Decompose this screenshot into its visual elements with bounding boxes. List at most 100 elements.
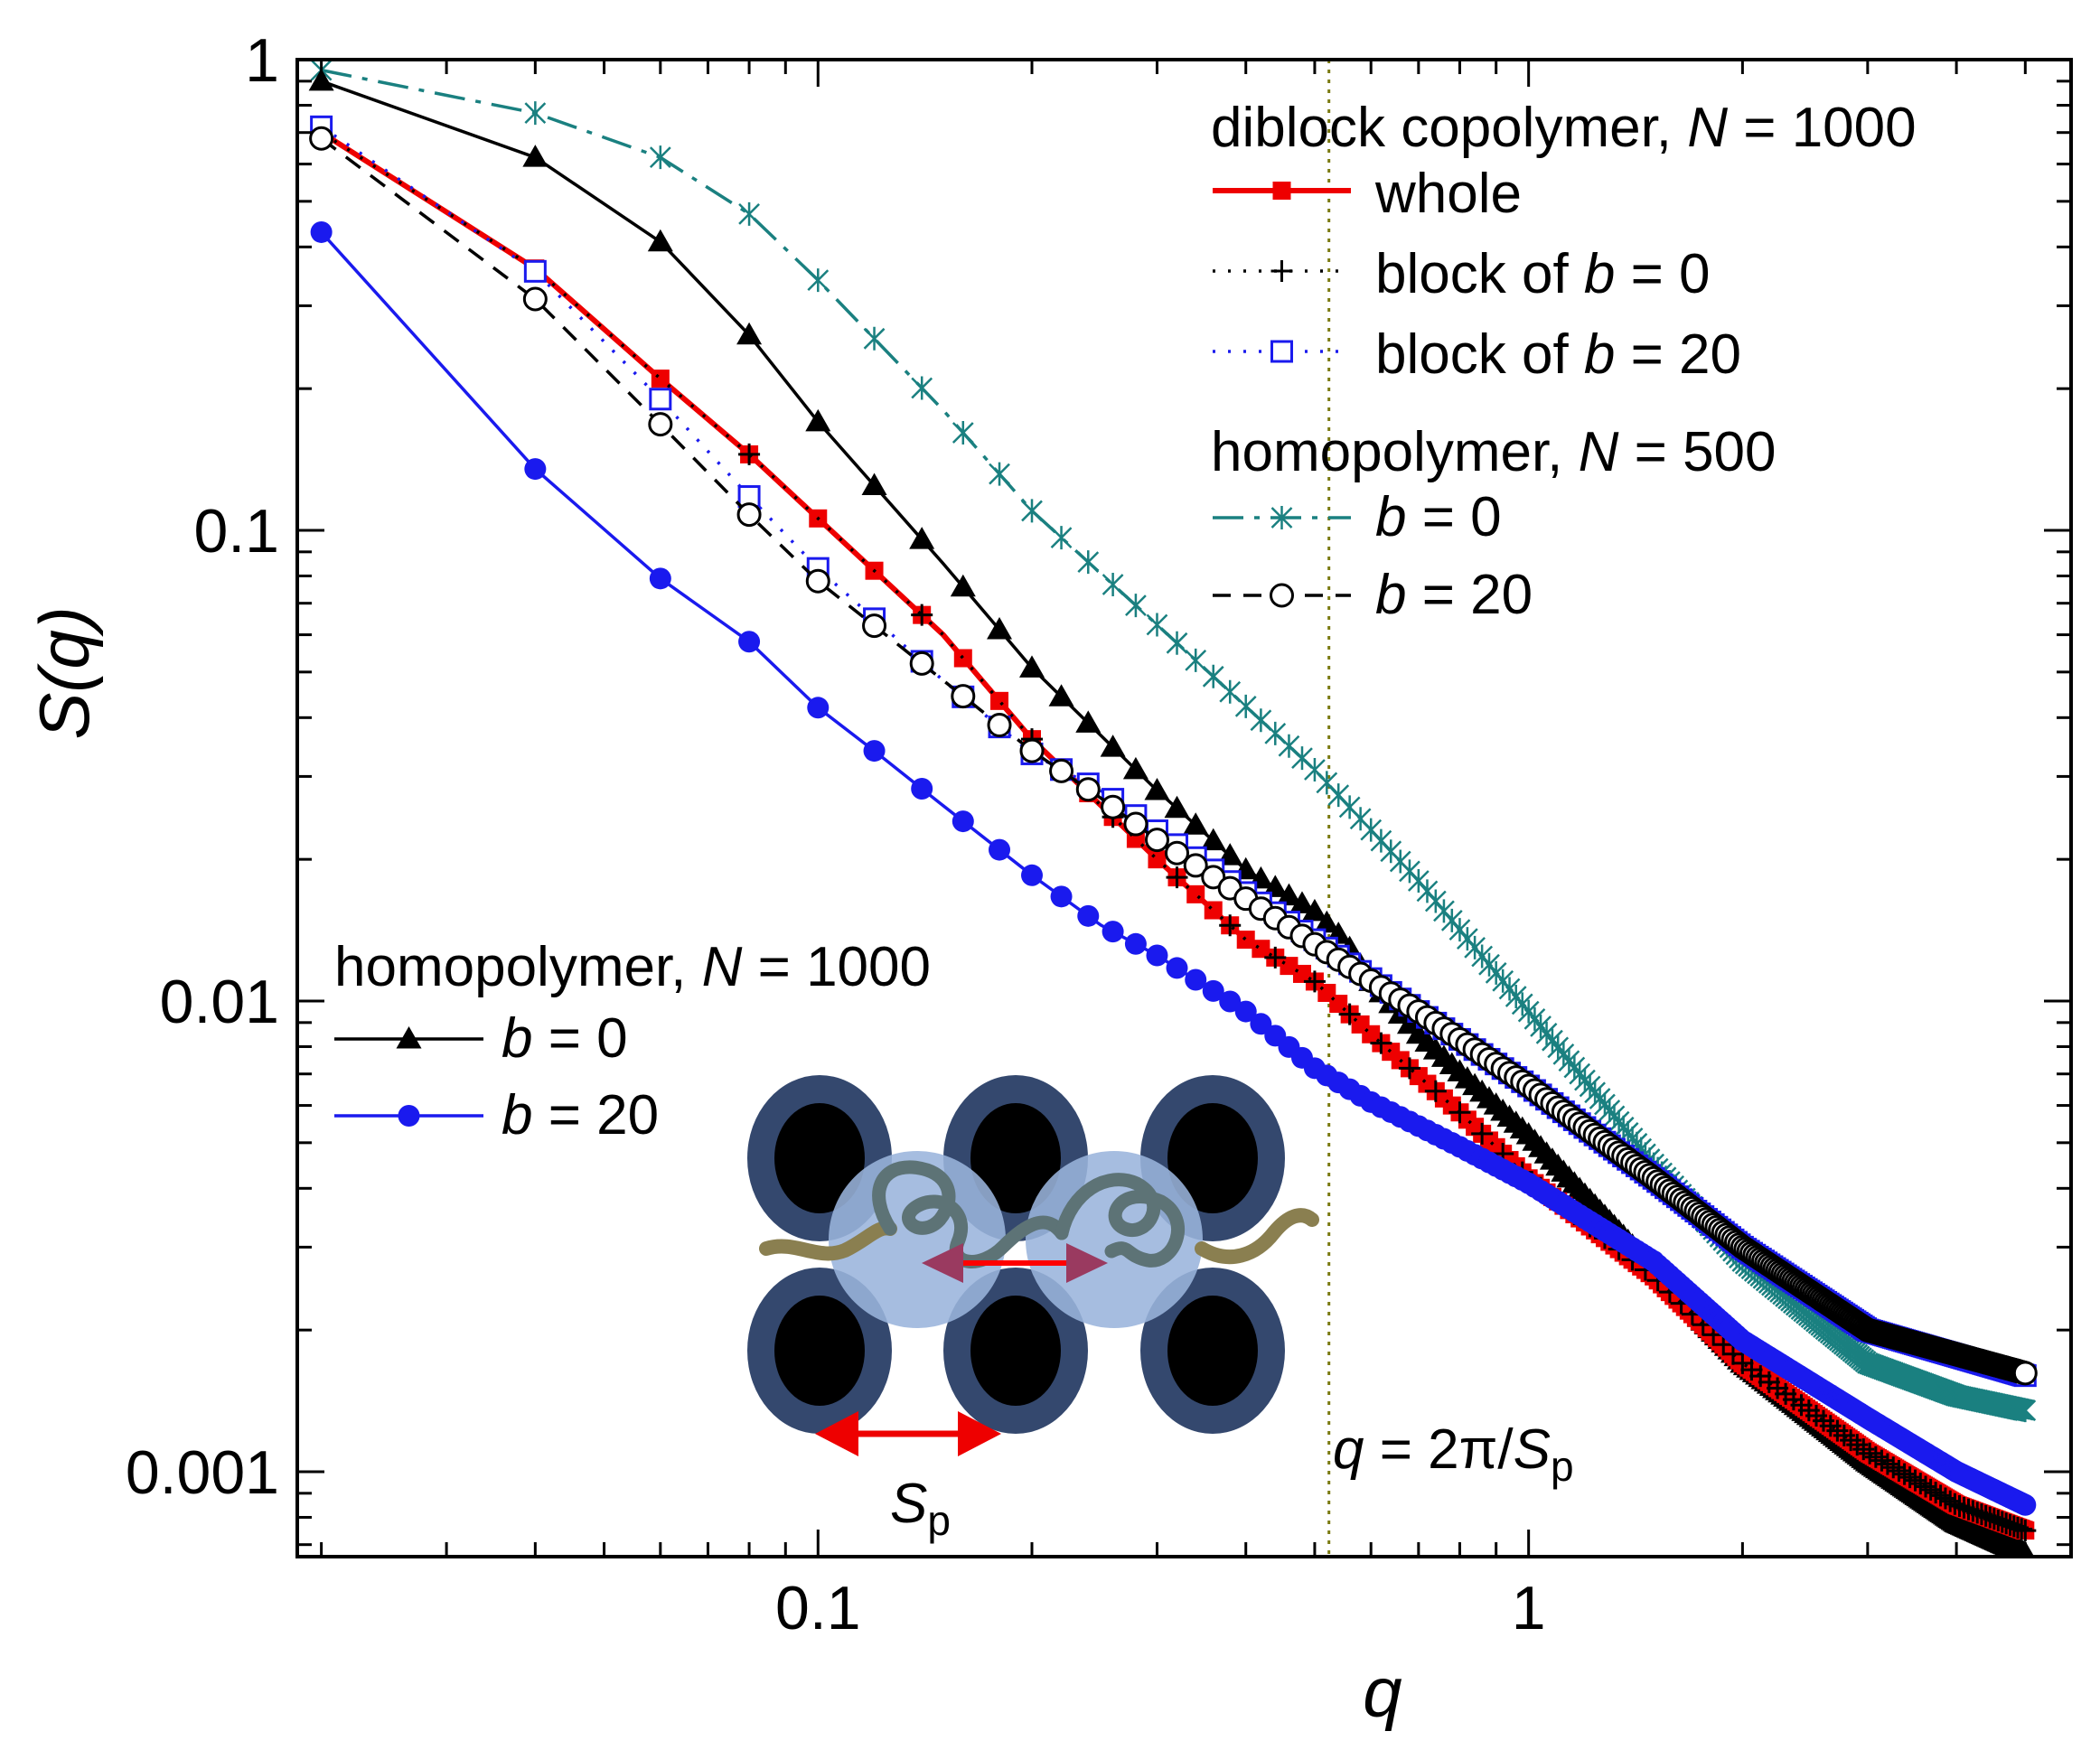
data-point bbox=[649, 567, 671, 590]
data-point bbox=[1122, 756, 1148, 780]
arrow-head-icon bbox=[958, 1411, 1001, 1456]
data-point bbox=[649, 145, 671, 170]
data-point bbox=[1148, 850, 1167, 869]
legend-sample-homo1000_b0 bbox=[334, 1026, 483, 1049]
arrow-head-icon bbox=[1066, 1243, 1108, 1283]
data-point bbox=[1077, 550, 1100, 575]
data-point bbox=[1471, 1122, 1494, 1145]
data-point bbox=[2012, 1361, 2038, 1386]
legend-marker bbox=[1270, 340, 1293, 363]
pore-icon bbox=[747, 1268, 892, 1434]
data-point bbox=[522, 145, 548, 167]
pore-core bbox=[970, 1296, 1061, 1406]
data-point bbox=[523, 259, 547, 283]
legend-entry-diblock_block_b20-part: b bbox=[1584, 323, 1615, 386]
data-point bbox=[1146, 613, 1168, 637]
data-point bbox=[2014, 1493, 2037, 1516]
data-point bbox=[1250, 708, 1272, 733]
data-point bbox=[989, 462, 1010, 486]
legend-entry-homo1000_b0-part: b bbox=[502, 1007, 532, 1070]
data-point bbox=[649, 388, 672, 411]
chain-tail-icon bbox=[1195, 1208, 1319, 1264]
legend-header-homo500-part: homopolymer, bbox=[1211, 421, 1579, 483]
data-point bbox=[1962, 1500, 1984, 1522]
data-point bbox=[1264, 946, 1287, 969]
data-point bbox=[1166, 866, 1188, 889]
data-point bbox=[807, 697, 830, 719]
vline-label-part: q bbox=[1333, 1418, 1364, 1481]
data-point bbox=[1424, 1080, 1447, 1102]
data-point bbox=[1123, 811, 1148, 837]
legend-header-diblock-part: diblock copolymer, bbox=[1211, 97, 1687, 159]
legend-entry-diblock_block_b0-part: b bbox=[1584, 243, 1615, 305]
data-point bbox=[1219, 679, 1242, 704]
data-point bbox=[1219, 990, 1242, 1013]
data-point bbox=[1050, 885, 1073, 908]
data-point bbox=[1876, 1453, 1898, 1475]
legend-entry-diblock_block_b0: block of b = 0 bbox=[1375, 243, 1711, 305]
legend-header-homo1000-part: N bbox=[702, 936, 743, 998]
data-point bbox=[1101, 794, 1126, 819]
series-line bbox=[321, 68, 2026, 1412]
arrow-head-icon bbox=[815, 1411, 858, 1456]
sp-label-part: p bbox=[927, 1497, 951, 1544]
data-point bbox=[1050, 526, 1073, 550]
legend-entry-homo1000_b20-part: b bbox=[502, 1084, 532, 1146]
data-point bbox=[1370, 1032, 1392, 1054]
legend-entry-diblock_block_b20-part: = 20 bbox=[1615, 323, 1741, 386]
legend-marker bbox=[398, 1105, 420, 1127]
data-point bbox=[1075, 777, 1101, 802]
data-point bbox=[524, 458, 547, 481]
data-point bbox=[736, 502, 762, 528]
data-point bbox=[987, 713, 1012, 738]
data-point bbox=[1721, 1343, 1744, 1365]
vline-label-part: S bbox=[1514, 1418, 1551, 1481]
pore-core bbox=[774, 1103, 865, 1213]
data-point bbox=[1166, 631, 1188, 655]
data-point bbox=[1019, 655, 1045, 678]
legend-entry-homo1000_b20: b = 20 bbox=[502, 1084, 659, 1146]
data-point bbox=[805, 408, 831, 432]
legend-entry-diblock_whole: whole bbox=[1374, 163, 1522, 225]
sp-label: Sp bbox=[890, 1473, 951, 1544]
legend-entry-homo1000_b0: b = 0 bbox=[502, 1007, 628, 1070]
data-point bbox=[1049, 758, 1074, 783]
legend-marker bbox=[1270, 260, 1293, 282]
data-point bbox=[950, 574, 976, 597]
data-point bbox=[1276, 883, 1302, 906]
data-point bbox=[1953, 1496, 1975, 1519]
chain-coil-icon bbox=[1055, 1173, 1185, 1268]
data-point bbox=[1264, 721, 1287, 745]
data-point bbox=[1100, 735, 1126, 757]
data-point bbox=[1144, 828, 1169, 853]
data-point bbox=[2014, 1520, 2037, 1542]
vline-label-part: p bbox=[1551, 1443, 1574, 1490]
legend-entry-homo500_b0-part: = 0 bbox=[1406, 486, 1501, 548]
reference-line: q = 2π/Sp bbox=[1327, 60, 1574, 1557]
series-homo500_b20 bbox=[309, 126, 2038, 1386]
legend-sample-diblock_whole bbox=[1213, 182, 1351, 200]
series-homo1000_b20 bbox=[310, 220, 2037, 1516]
data-point bbox=[1204, 901, 1223, 920]
data-point bbox=[1448, 1101, 1471, 1124]
data-point bbox=[1185, 969, 1207, 991]
pore-core bbox=[1167, 1296, 1258, 1406]
legend-header-diblock: diblock copolymer, N = 1000 bbox=[1211, 97, 1917, 159]
legend-entry-homo500_b0-part: b bbox=[1375, 486, 1406, 548]
legend-marker bbox=[1272, 182, 1291, 200]
legend-entry-diblock_block_b0-part: block of bbox=[1375, 243, 1584, 305]
legend-entry-homo500_b0: b = 0 bbox=[1375, 486, 1502, 548]
legend-sample-diblock_block_b20 bbox=[1213, 340, 1351, 363]
data-series bbox=[308, 60, 2038, 1557]
data-point bbox=[1077, 904, 1100, 927]
data-point bbox=[1021, 499, 1043, 523]
data-point bbox=[1102, 921, 1124, 943]
data-point bbox=[1183, 853, 1208, 878]
data-point bbox=[805, 568, 830, 594]
data-point bbox=[1075, 710, 1102, 733]
data-point bbox=[909, 527, 935, 549]
axes: 0.1 1 1 0.1 0.01 0.001 q S(q) bbox=[24, 26, 2073, 1732]
x-tick-label: 0.1 bbox=[775, 1574, 861, 1642]
